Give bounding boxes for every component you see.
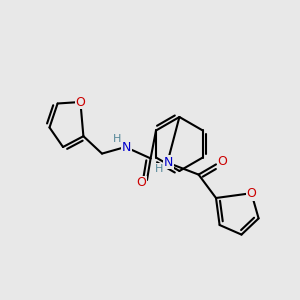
Text: H: H: [113, 134, 121, 145]
Text: O: O: [137, 176, 146, 190]
Text: N: N: [122, 141, 131, 154]
Text: O: O: [76, 95, 85, 109]
Text: N: N: [164, 155, 173, 169]
Text: O: O: [218, 155, 227, 168]
Text: H: H: [155, 164, 163, 174]
Text: O: O: [247, 187, 256, 200]
